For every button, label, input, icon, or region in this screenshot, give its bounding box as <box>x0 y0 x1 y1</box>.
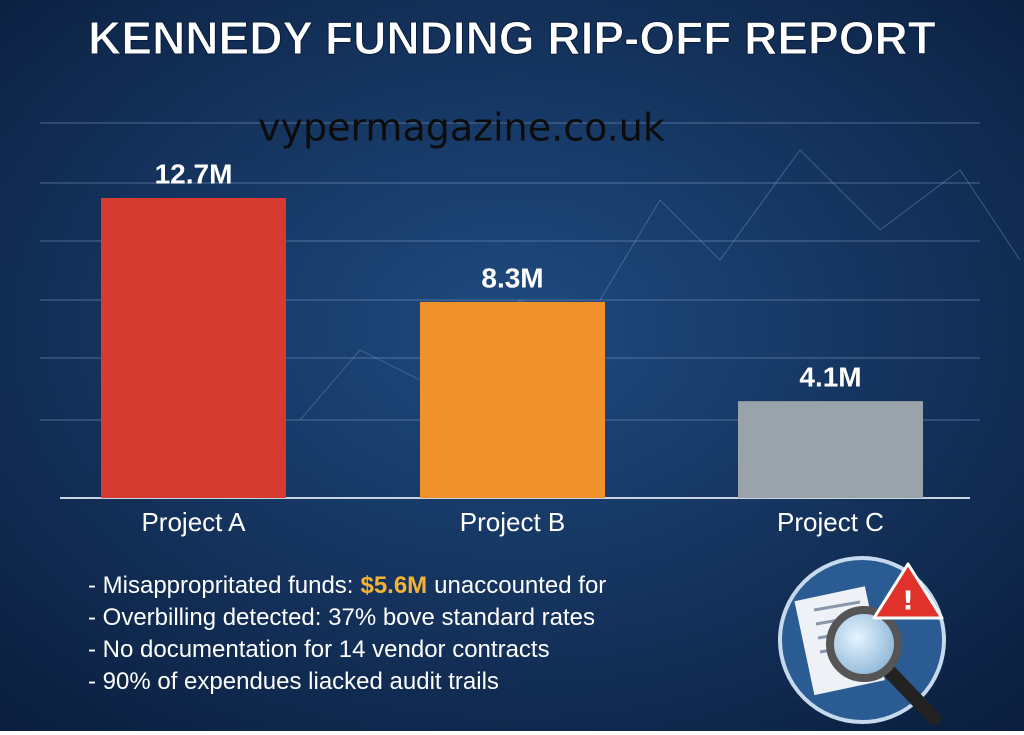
x-tick-label: Project A <box>141 507 246 537</box>
watermark: vypermagazine.co.uk <box>258 106 665 150</box>
note-text: - Overbilling detected: 37% bove standar… <box>88 604 595 631</box>
note: - 90% of expendues liacked audit trails <box>88 666 606 698</box>
x-tick-label: Project C <box>777 507 884 537</box>
bar <box>738 401 923 498</box>
bar <box>420 301 605 498</box>
svg-text:!: ! <box>902 587 914 617</box>
chart-title: KENNEDY FUNDING RIP-OFF REPORT <box>88 12 936 64</box>
note-highlight: $5.6M <box>360 572 428 599</box>
note: - Overbilling detected: 37% bove standar… <box>88 602 606 634</box>
value-label: 4.1M <box>799 362 861 393</box>
x-tick-label: Project B <box>460 507 566 537</box>
note: - Misappropritated funds: $5.6M unaccounte… <box>88 570 606 602</box>
value-label: 12.7M <box>155 158 233 189</box>
note-text: - No documentation for 14 vendor contrac… <box>88 636 550 663</box>
audit-icon: ! <box>778 556 946 725</box>
note: - No documentation for 14 vendor contrac… <box>88 634 606 666</box>
value-label: 8.3M <box>481 262 543 293</box>
note-text: - 90% of expendues liacked audit trails <box>88 668 499 695</box>
note-text: unaccounted for <box>434 572 607 599</box>
bars: 12.7M Project A 8.3M Project B 4.1M Project C <box>101 158 923 537</box>
notes: - Misappropritated funds: $5.6M unaccounte… <box>88 570 606 698</box>
bar <box>101 198 286 498</box>
note-text: - Misappropritated funds: <box>88 572 354 599</box>
